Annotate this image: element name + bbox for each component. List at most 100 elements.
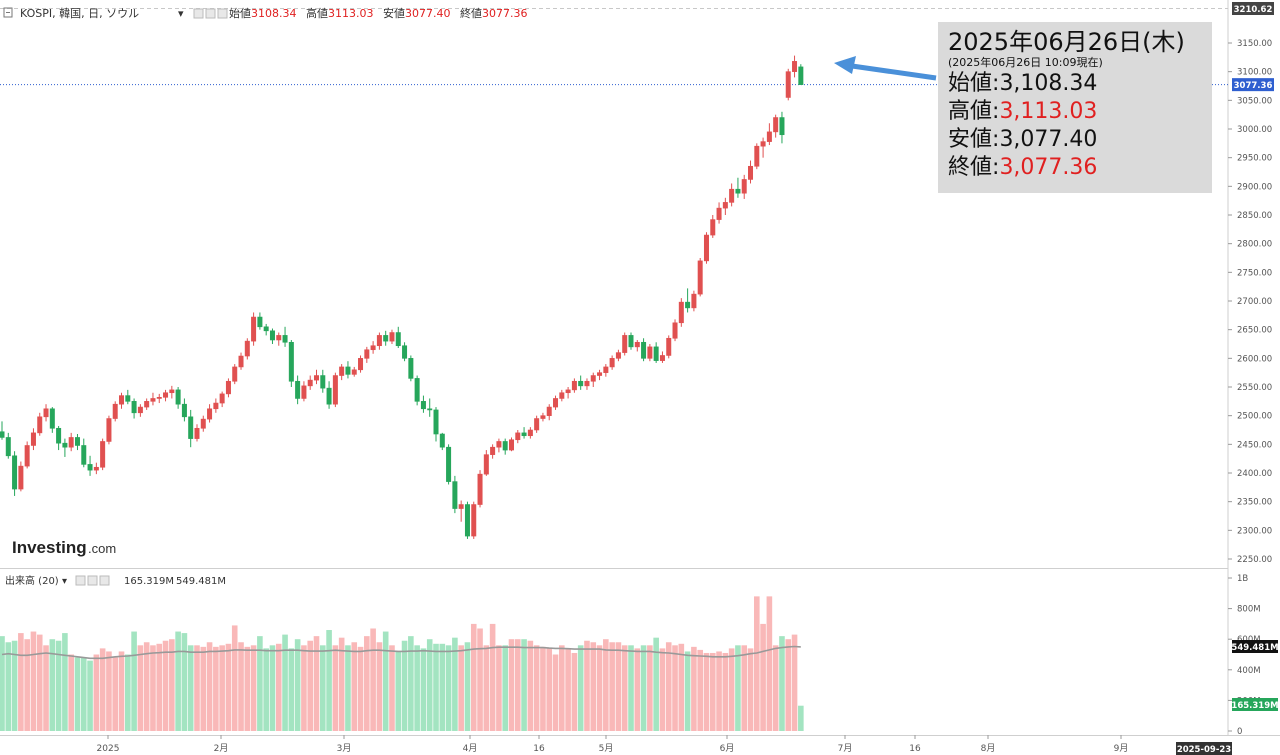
collapse-icon[interactable]: [3, 7, 13, 18]
volume-bar: [735, 645, 741, 731]
candle: [603, 364, 609, 377]
volume-bar: [5, 642, 12, 731]
candle: [408, 355, 414, 382]
volume-bar: [634, 648, 641, 731]
candle: [659, 351, 665, 363]
candle: [729, 183, 735, 207]
candle: [760, 137, 766, 158]
volume-bar: [99, 648, 106, 731]
price-tick-label: 2750.00: [1237, 268, 1272, 278]
candle: [622, 332, 628, 356]
volume-dropdown-icon[interactable]: ▾: [62, 576, 67, 587]
volume-legend: 出来高 (20) ▾ 165.319M 549.481M: [5, 574, 226, 587]
candle: [464, 501, 470, 539]
volume-bar: [263, 648, 269, 731]
volume-bar: [301, 645, 307, 731]
volume-bar: [709, 652, 716, 731]
candle: [754, 143, 760, 170]
settings-icon[interactable]: [193, 8, 204, 19]
candle: [565, 387, 571, 399]
top-price-tag-label: 3210.62: [1234, 5, 1273, 15]
volume-tick-label: 0: [1237, 727, 1242, 737]
candle: [703, 232, 709, 264]
candle: [748, 160, 754, 184]
candle: [590, 372, 596, 387]
volume-bar: [684, 651, 691, 731]
volume-bar: [231, 625, 238, 731]
candle: [615, 349, 621, 362]
candle: [43, 404, 49, 422]
volume-bar: [357, 646, 364, 731]
candle: [169, 385, 175, 399]
candle: [175, 387, 181, 409]
volume-visibility-icon[interactable]: [87, 575, 98, 586]
candle: [232, 364, 238, 385]
volume-bar: [772, 645, 779, 731]
dropdown-icon[interactable]: ▾: [178, 7, 184, 20]
price-tick-label: 2400.00: [1237, 469, 1272, 479]
candle: [238, 352, 244, 370]
candle: [792, 55, 798, 78]
candle: [584, 378, 590, 390]
volume-bar: [420, 648, 427, 731]
candle: [194, 424, 200, 442]
remove-icon[interactable]: [217, 8, 228, 19]
volume-bar: [150, 645, 156, 731]
volume-bar: [665, 642, 672, 731]
volume-bar: [508, 639, 515, 731]
top-price-tag: 3210.62: [1232, 2, 1274, 15]
symbol-label[interactable]: KOSPI, 韓国, 日, ソウル: [20, 7, 139, 20]
candle: [540, 412, 546, 422]
info-close-value: 3,077.36: [999, 155, 1098, 180]
price-tick-label: 3000.00: [1237, 125, 1272, 135]
info-date: 2025年06月26日(木): [948, 28, 1185, 56]
candle: [716, 202, 722, 224]
candle: [30, 428, 36, 451]
price-tick-label: 3100.00: [1237, 68, 1272, 78]
candle: [798, 64, 804, 85]
low-value: 3077.40: [405, 7, 451, 20]
visibility-icon[interactable]: [205, 8, 216, 19]
candle: [219, 391, 225, 408]
volume-bar: [181, 633, 188, 731]
volume-bar: [489, 623, 496, 731]
volume-bar: [546, 648, 553, 731]
candle: [18, 461, 24, 492]
candle: [471, 501, 477, 539]
volume-settings-icon[interactable]: [75, 575, 86, 586]
open-value: 3108.34: [251, 7, 297, 20]
volume-value1: 165.319M: [124, 576, 174, 587]
volume-bar: [244, 646, 251, 731]
volume-bar: [36, 634, 43, 731]
volume-value2: 549.481M: [176, 576, 226, 587]
candle: [402, 342, 408, 362]
volume-bar: [716, 651, 722, 731]
volume-bar: [477, 628, 483, 731]
last-price-tag-label: 3077.36: [1234, 81, 1273, 91]
volume-bar: [785, 639, 792, 731]
candle: [188, 409, 194, 448]
candle: [389, 329, 395, 344]
volume-bar: [294, 639, 301, 731]
candle: [326, 381, 332, 409]
price-tick-label: 2650.00: [1237, 326, 1272, 336]
volume-label[interactable]: 出来高 (20): [5, 574, 59, 587]
candle: [666, 335, 672, 359]
candle: [502, 438, 508, 455]
volume-remove-icon[interactable]: [99, 575, 110, 586]
close-label: 終値: [460, 6, 482, 20]
low-label: 安値: [383, 6, 405, 20]
volume-bar: [672, 645, 678, 731]
candle: [691, 290, 697, 312]
candle: [200, 415, 206, 432]
volume-bar: [533, 645, 540, 731]
volume-bar: [659, 648, 666, 731]
candle: [37, 412, 43, 436]
volume-bar: [11, 640, 18, 731]
volume-bar: [93, 654, 100, 731]
price-tick-label: 3150.00: [1237, 39, 1272, 49]
volume-bar: [55, 640, 62, 731]
time-tick-label: 2025: [97, 744, 120, 754]
time-tick-label: 9月: [1114, 743, 1129, 754]
